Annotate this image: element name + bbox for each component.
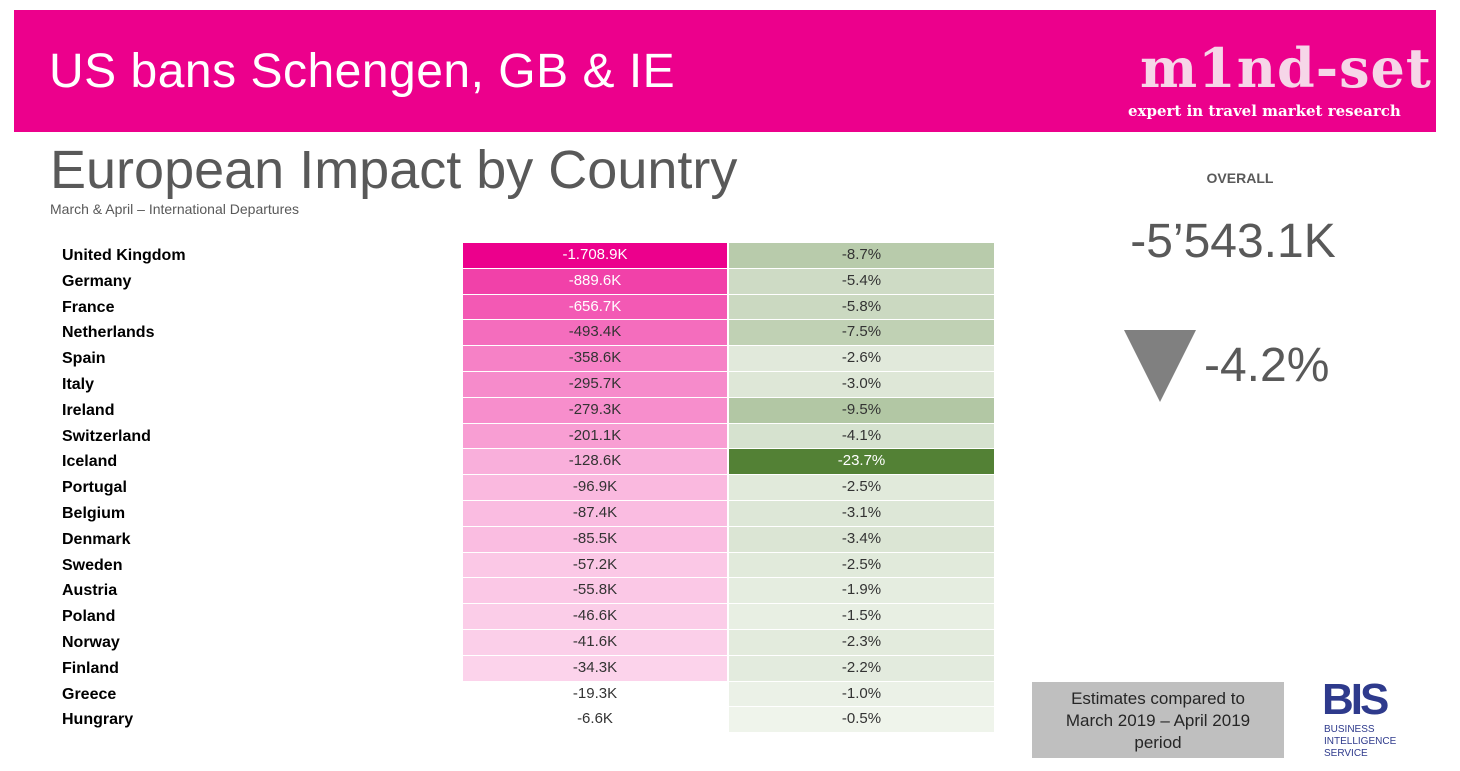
change-cell: -1.0% [729, 681, 994, 707]
impact-cell: -96.9K [463, 475, 727, 500]
change-cell: -2.2% [729, 655, 994, 681]
banner-title: US bans Schengen, GB & IE [49, 45, 676, 98]
impact-cell: -57.2K [463, 552, 727, 578]
impact-cell: -295.7K [463, 372, 727, 397]
impact-cell: -34.3K [463, 655, 727, 681]
bis-line-2: INTELLIGENCE [1324, 736, 1397, 747]
mindset-logo: m1nd-set expert in travel market researc… [1118, 32, 1436, 130]
country-label: United Kingdom [62, 247, 186, 264]
country-label: Poland [62, 608, 116, 626]
impact-cell: -55.8K [463, 578, 727, 604]
change-cell: -5.4% [729, 268, 994, 294]
country-label: Italy [62, 376, 95, 393]
country-label: Switzerland [62, 427, 151, 445]
change-cell: -3.0% [729, 372, 994, 397]
country-label: Finland [62, 659, 119, 677]
impact-cell: -656.7K [463, 294, 727, 320]
estimates-note: Estimates compared to March 2019 – April… [1032, 682, 1284, 758]
change-cell: -5.8% [729, 294, 994, 320]
logo-word: m1nd-set [1140, 36, 1432, 100]
change-cell: -3.1% [729, 501, 994, 526]
page-title: European Impact by Country [50, 140, 738, 200]
note-line-1: Estimates compared to [1071, 689, 1245, 708]
note-line-2: March 2019 – April 2019 [1065, 711, 1251, 730]
change-cell: -1.9% [729, 578, 994, 604]
change-cell: -3.4% [729, 526, 994, 552]
bis-logo: BIS BUSINESS INTELLIGENCE SERVICE [1322, 676, 1432, 762]
impact-cell: -493.4K [463, 320, 727, 346]
country-label: Denmark [62, 530, 131, 548]
bis-text: BUSINESS INTELLIGENCE SERVICE [1324, 724, 1396, 760]
overall-change: -4.2% [1204, 339, 1330, 392]
logo-tagline: expert in travel market research [1128, 102, 1401, 120]
country-label: Spain [62, 350, 106, 368]
change-cell: -2.5% [729, 475, 994, 500]
impact-cell: -1.708.9K [463, 243, 727, 268]
country-label: Germany [62, 272, 132, 290]
overall-label: OVERALL [1206, 170, 1274, 186]
change-cell: -2.6% [729, 346, 994, 371]
bis-line-1: BUSINESS [1324, 724, 1375, 735]
impact-cell: -279.3K [463, 397, 727, 423]
impact-cell: -19.3K [463, 681, 727, 707]
down-triangle-icon [1124, 330, 1196, 402]
bis-line-3: SERVICE [1324, 748, 1368, 759]
bis-mark-text: BIS [1322, 676, 1388, 718]
note-line-3: period [1134, 733, 1182, 752]
impact-cell: -41.6K [463, 630, 727, 655]
country-label: Austria [62, 582, 118, 600]
country-label: France [62, 298, 115, 316]
change-cell: -2.5% [729, 552, 994, 578]
country-label: Sweden [62, 556, 123, 574]
change-cell: -8.7% [729, 243, 994, 268]
country-label: Ireland [62, 401, 115, 419]
impact-cell: -358.6K [463, 346, 727, 371]
country-label: Portugal [62, 479, 127, 497]
impact-cell: -201.1K [463, 423, 727, 449]
change-cell: -1.5% [729, 604, 994, 629]
impact-cell: -6.6K [463, 707, 727, 733]
change-cell: -23.7% [729, 449, 994, 475]
country-label: Hungrary [62, 711, 134, 729]
change-cell: -2.3% [729, 630, 994, 655]
header-banner: US bans Schengen, GB & IE m1nd-set exper… [14, 10, 1436, 132]
change-cell: -4.1% [729, 423, 994, 449]
country-label: Iceland [62, 453, 118, 471]
change-cell: -0.5% [729, 707, 994, 733]
bis-mark-icon: BIS [1322, 676, 1391, 718]
impact-cell: -87.4K [463, 501, 727, 526]
impact-cell: -46.6K [463, 604, 727, 629]
impact-cell: -128.6K [463, 449, 727, 475]
country-label: Belgium [62, 505, 126, 522]
impact-cell: -889.6K [463, 268, 727, 294]
change-cell: -7.5% [729, 320, 994, 346]
country-label: Netherlands [62, 324, 155, 342]
change-cell: -9.5% [729, 397, 994, 423]
country-label: Norway [62, 634, 120, 651]
page-subtitle: March & April – International Departures [50, 201, 300, 217]
overall-total: -5’543.1K [1130, 215, 1336, 268]
country-label: Greece [62, 685, 117, 703]
impact-cell: -85.5K [463, 526, 727, 552]
